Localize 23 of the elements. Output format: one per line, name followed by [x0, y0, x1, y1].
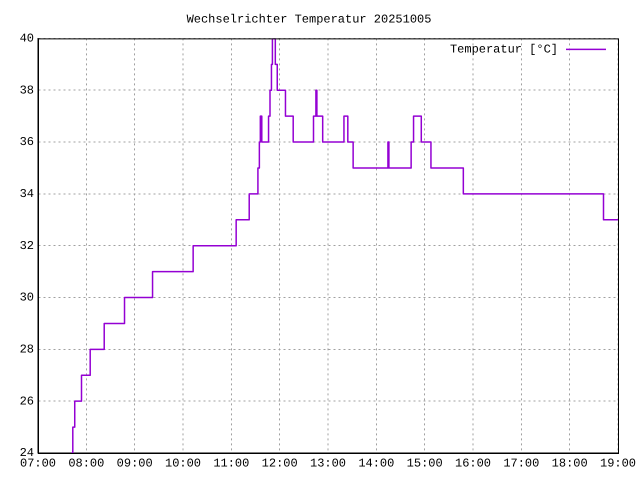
y-tick-label: 28	[20, 342, 34, 357]
legend-label: Temperatur [°C]	[450, 42, 558, 57]
x-tick-label: 16:00	[454, 456, 492, 470]
x-tick-label: 10:00	[164, 456, 202, 470]
x-tick-label: 14:00	[358, 456, 394, 470]
x-tick-label: 19:00	[600, 456, 636, 470]
x-tick-label: 17:00	[503, 456, 540, 470]
chart-title: Wechselrichter Temperatur 20251005	[186, 12, 432, 26]
x-tick-label: 11:00	[213, 456, 250, 470]
x-tick-label: 07:00	[20, 456, 56, 470]
y-tick-label: 40	[20, 32, 34, 46]
x-tick-label: 08:00	[68, 456, 104, 470]
y-tick-label: 38	[20, 83, 34, 98]
y-tick-label: 30	[20, 290, 34, 305]
x-tick-label: 15:00	[406, 456, 443, 470]
y-tick-label: 32	[20, 238, 34, 253]
y-tick-label: 36	[20, 135, 34, 150]
x-tick-label: 12:00	[262, 456, 298, 470]
x-tick-label: 09:00	[116, 456, 153, 470]
x-tick-label: 13:00	[310, 456, 346, 470]
x-tick-label: 18:00	[552, 456, 588, 470]
y-tick-label: 34	[20, 187, 34, 202]
y-tick-label: 26	[20, 394, 34, 408]
